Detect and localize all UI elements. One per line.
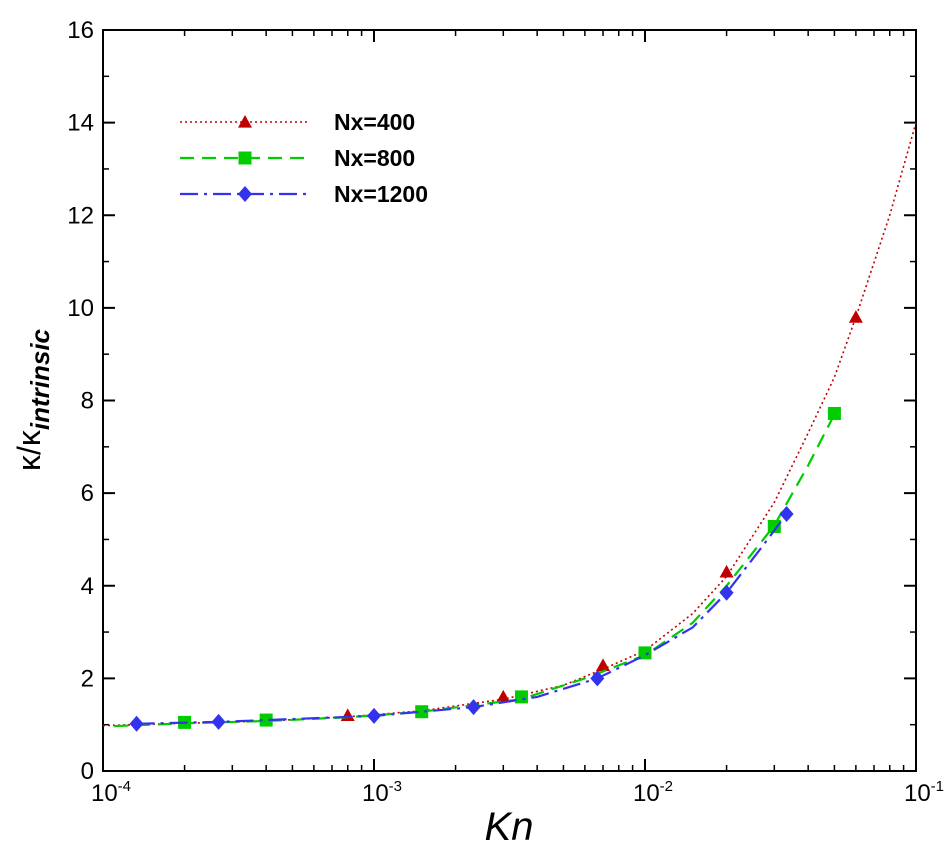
x-tick-base: 10 — [91, 780, 118, 807]
series-line-nx-800 — [114, 413, 836, 728]
legend-item-nx-400: Nx=400 — [180, 109, 415, 135]
series-layer — [102, 122, 917, 732]
x-tick-label: 10-4 — [91, 778, 131, 807]
data-point-nx-1200 — [779, 505, 794, 522]
data-point-nx-1200 — [719, 584, 734, 601]
legend-label-nx-400: Nx=400 — [334, 109, 415, 135]
data-point-nx-400 — [340, 708, 355, 722]
data-point-nx-1200 — [211, 713, 226, 730]
y-tick-label: 6 — [81, 480, 94, 507]
data-point-nx-400 — [496, 689, 511, 703]
plot-frame — [102, 29, 917, 772]
y-tick-label: 14 — [67, 110, 94, 137]
data-point-nx-800 — [827, 406, 841, 420]
data-point-nx-800 — [259, 713, 273, 727]
y-tick-label: 8 — [81, 388, 94, 415]
y-axis-title: κ/κintrinsic — [11, 328, 55, 471]
y-tick-label: 0 — [81, 758, 94, 785]
legend-label-nx-1200: Nx=1200 — [334, 181, 428, 207]
legend-marker-nx-800 — [238, 151, 252, 165]
y-tick-label: 10 — [67, 295, 94, 322]
data-point-nx-400 — [596, 658, 611, 672]
y-axis-title-main: κ/κ — [11, 429, 47, 471]
legend-item-nx-800: Nx=800 — [180, 145, 415, 171]
y-tick-label: 4 — [81, 573, 94, 600]
x-tick-exponent: -1 — [931, 778, 944, 795]
series-nx-1200 — [129, 505, 794, 732]
legend-item-nx-1200: Nx=1200 — [180, 181, 428, 207]
data-point-nx-1200 — [367, 707, 381, 724]
y-tick-label: 12 — [67, 202, 94, 229]
data-point-nx-400 — [719, 564, 734, 578]
x-tick-exponent: -2 — [660, 778, 673, 795]
series-line-nx-1200 — [136, 513, 788, 725]
x-tick-exponent: -3 — [389, 778, 402, 795]
y-tick-label: 2 — [81, 665, 94, 692]
x-tick-label: 10-3 — [362, 778, 402, 807]
x-tick-label: 10-1 — [904, 778, 944, 807]
data-point-nx-1200 — [466, 699, 481, 716]
data-point-nx-800 — [514, 690, 528, 704]
data-point-nx-1200 — [129, 715, 144, 732]
legend-marker-nx-1200 — [238, 186, 252, 202]
x-tick-exponent: -4 — [118, 778, 131, 795]
data-point-nx-1200 — [590, 670, 605, 687]
x-tick-base: 10 — [633, 780, 660, 807]
x-tick-base: 10 — [362, 780, 389, 807]
y-axis-title-sub: intrinsic — [25, 328, 55, 430]
data-point-nx-800 — [767, 519, 781, 533]
series-nx-400 — [102, 122, 917, 727]
y-tick-label: 16 — [67, 17, 94, 44]
data-point-nx-400 — [848, 310, 863, 323]
x-tick-label: 10-2 — [633, 778, 673, 807]
x-tick-base: 10 — [904, 780, 931, 807]
data-point-nx-800 — [638, 646, 652, 660]
x-axis-title: Kn — [485, 805, 534, 849]
legend-marker-nx-400 — [238, 115, 252, 128]
series-line-nx-400 — [102, 122, 917, 727]
legend: Nx=400 Nx=800 Nx=1200 — [180, 109, 428, 207]
legend-label-nx-800: Nx=800 — [334, 145, 415, 171]
data-point-nx-800 — [415, 705, 429, 719]
series-nx-800 — [114, 406, 841, 729]
